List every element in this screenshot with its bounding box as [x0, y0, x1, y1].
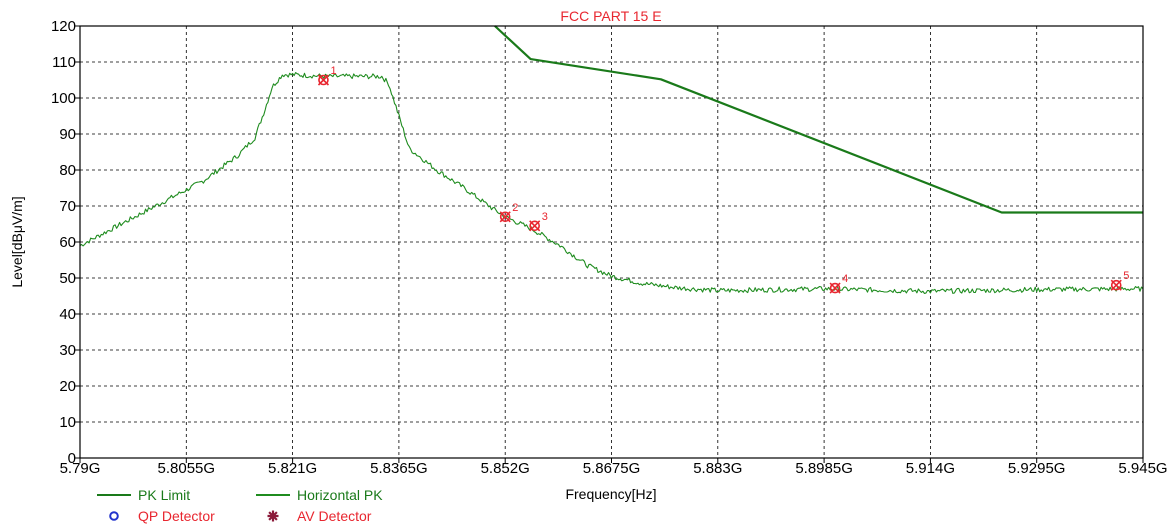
- legend-label: QP Detector: [138, 508, 215, 524]
- grid: [80, 26, 1143, 458]
- legend-circle-icon: [109, 511, 119, 521]
- legend: PK Limit Horizontal PK QP Detector AV Detec…: [97, 487, 383, 524]
- x-tick-label: 5.79G: [60, 460, 101, 477]
- legend-label: Horizontal PK: [297, 487, 383, 503]
- y-tick-label: 110: [52, 54, 76, 71]
- marker-label: 3: [542, 211, 548, 223]
- y-tick-label: 100: [51, 90, 76, 107]
- marker-1: 1: [317, 65, 337, 86]
- x-tick-label: 5.821G: [268, 460, 317, 477]
- y-tick-label: 10: [59, 414, 76, 431]
- x-tick-label: 5.945G: [1118, 460, 1167, 477]
- marker-symbol: [829, 282, 841, 294]
- marker-5: 5: [1110, 270, 1129, 291]
- legend-item: PK Limit: [97, 487, 190, 503]
- y-tick-label: 60: [59, 234, 76, 251]
- marker-cross: [499, 211, 511, 223]
- marker-label: 2: [512, 202, 518, 214]
- marker-cross: [317, 74, 330, 86]
- x-tick-label: 5.914G: [906, 460, 955, 477]
- marker-cross: [829, 282, 841, 294]
- y-axis: 0 10 20 30 40 50 60 70 80 90 100 110 120: [51, 18, 80, 467]
- marker-label: 1: [330, 65, 336, 77]
- marker-symbol: [529, 220, 540, 232]
- marker-3: 3: [529, 211, 548, 232]
- x-tick-label: 5.8365G: [370, 460, 428, 477]
- x-axis-label: Frequency[Hz]: [565, 486, 656, 502]
- marker-label: 5: [1123, 270, 1129, 282]
- marker-cross: [1110, 279, 1122, 291]
- x-tick-label: 5.852G: [481, 460, 530, 477]
- marker-4: 4: [829, 273, 848, 294]
- legend-label: PK Limit: [138, 487, 190, 503]
- marker-symbol: [499, 211, 511, 223]
- legend-item: QP Detector: [109, 508, 215, 524]
- marker-2: 2: [499, 202, 518, 223]
- markers-layer: 1 2 3 4 5: [317, 65, 1129, 294]
- legend-item: Horizontal PK: [256, 487, 383, 503]
- x-tick-label: 5.883G: [693, 460, 742, 477]
- chart-title: FCC PART 15 E: [560, 8, 661, 24]
- legend-item: AV Detector: [267, 508, 372, 524]
- x-tick-label: 5.9295G: [1008, 460, 1066, 477]
- marker-label: 4: [842, 273, 848, 285]
- y-tick-label: 20: [59, 378, 76, 395]
- series-pk-limit-line: [494, 25, 1143, 214]
- y-tick-label: 80: [59, 162, 76, 179]
- y-tick-label: 90: [59, 126, 76, 143]
- x-tick-label: 5.8675G: [583, 460, 641, 477]
- marker-cross: [529, 220, 541, 232]
- x-tick-label: 5.8985G: [795, 460, 853, 477]
- legend-label: AV Detector: [297, 508, 372, 524]
- series-layer: [79, 25, 1144, 294]
- marker-symbol: [1110, 279, 1122, 291]
- y-tick-label: 30: [59, 342, 76, 359]
- y-tick-label: 120: [51, 18, 76, 35]
- y-tick-label: 40: [59, 306, 76, 323]
- x-axis: 5.79G 5.8055G 5.821G 5.8365G 5.852G 5.8675G 5.…: [60, 458, 1168, 477]
- legend-star-icon: [267, 510, 279, 522]
- y-axis-label: Level[dBμV/m]: [9, 196, 25, 287]
- marker-symbol: [318, 74, 329, 86]
- y-tick-label: 50: [59, 270, 76, 287]
- y-tick-label: 70: [59, 198, 76, 215]
- x-tick-label: 5.8055G: [158, 460, 216, 477]
- series-horizontal-pk-line: [79, 72, 1144, 294]
- y-tick-label: 0: [68, 450, 76, 467]
